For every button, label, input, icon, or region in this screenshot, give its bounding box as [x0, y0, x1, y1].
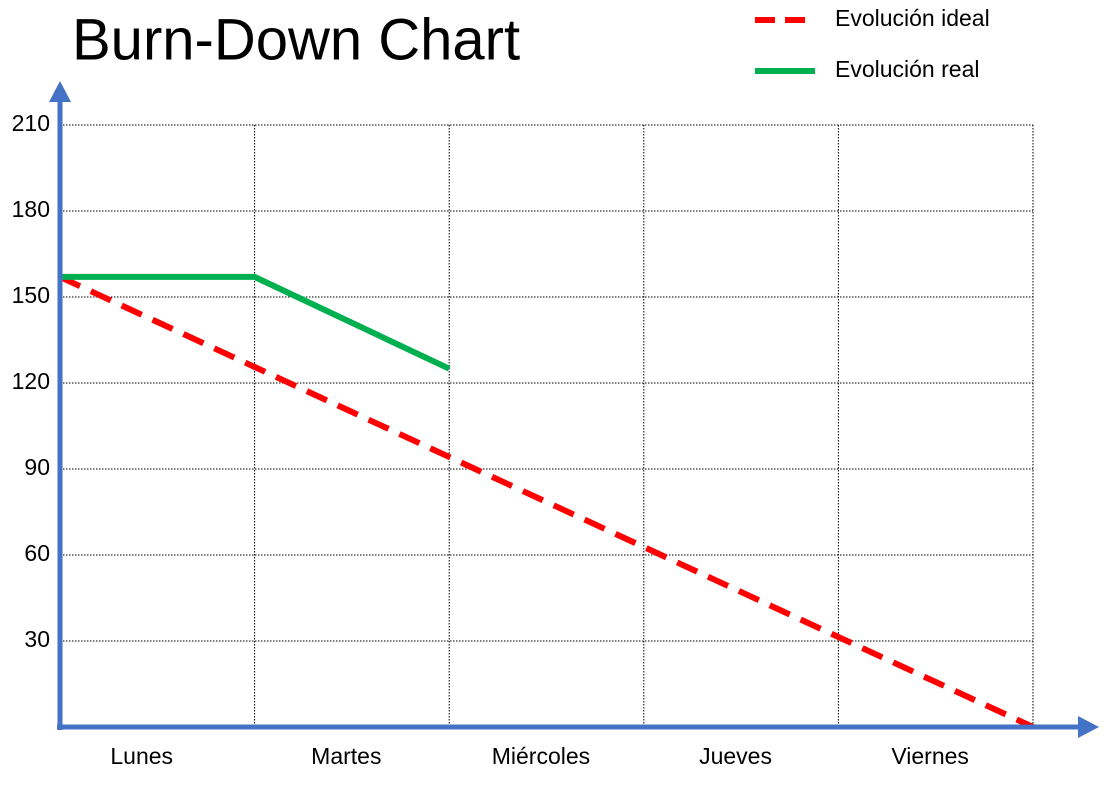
y-tick-label: 90 [24, 454, 50, 480]
series-line [58, 274, 1035, 730]
y-tick-label: 30 [24, 626, 50, 652]
x-tick-label: Viernes [891, 743, 969, 769]
x-tick-label: Lunes [110, 743, 173, 769]
chart-title: Burn-Down Chart [72, 7, 520, 72]
x-tick-label: Miércoles [492, 743, 590, 769]
series-line [60, 273, 451, 372]
y-tick-label: 120 [12, 368, 50, 394]
y-tick-label: 60 [24, 540, 50, 566]
legend-label: Evolución real [835, 56, 979, 82]
x-tick-label: Jueves [699, 743, 772, 769]
y-axis-arrow [49, 81, 71, 102]
x-tick-label: Martes [311, 743, 381, 769]
x-axis-arrow [1078, 716, 1099, 738]
legend-label: Evolución ideal [835, 5, 990, 31]
y-tick-label: 180 [12, 196, 50, 222]
y-tick-label: 150 [12, 282, 50, 308]
y-tick-label: 210 [12, 110, 50, 136]
